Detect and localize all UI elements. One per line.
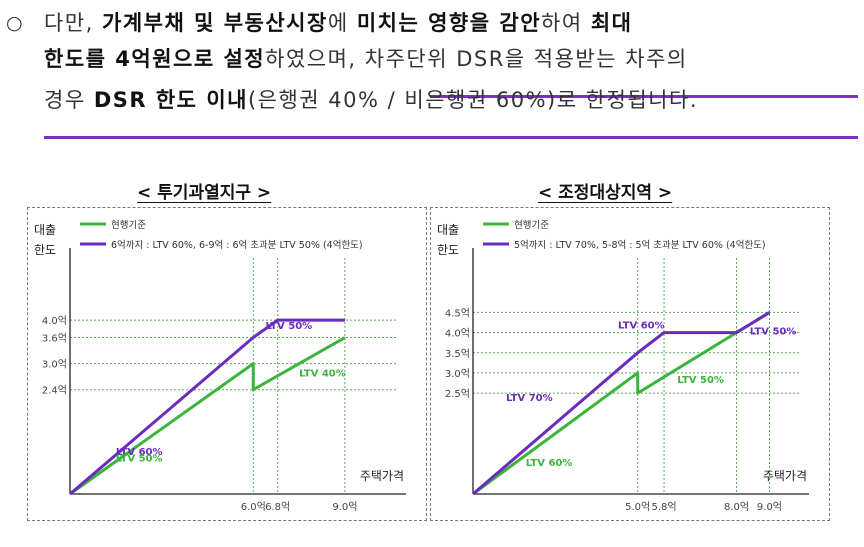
paragraph-line-3: 경우 DSR 한도 이내(은행권 40% / 비은행권 60%)로 한정됩니다.: [44, 83, 698, 117]
chart2-legend-label-1: 5억까지 : LTV 70%, 5-8억 : 5억 초과분 LTV 60% (4…: [514, 239, 766, 251]
line1-text: 다만, 가계부채 및 부동산시장에 미치는 영향을 감안하여 최대: [44, 6, 632, 40]
chart1-series-1-line: [69, 318, 345, 496]
line3-run-1: DSR 한도 이내: [93, 88, 248, 112]
chart1-ytick-1: 3.0억: [42, 359, 67, 371]
chart2-xtick-3: 9.0억: [757, 501, 782, 513]
bullet-icon: ○: [6, 12, 25, 34]
chart2-xlabel: 주택가격: [763, 469, 807, 483]
line1-run-4: 하여: [541, 11, 591, 35]
line3-run-0: 경우: [44, 88, 94, 112]
chart1-xtick-1: 6.8억: [265, 501, 290, 513]
chart2-xtick-0: 5.0억: [625, 501, 650, 513]
line3-text: 경우 DSR 한도 이내(은행권 40% / 비은행권 60%)로 한정됩니다.: [44, 88, 698, 112]
chart1-annotation-0: LTV 60%: [116, 447, 163, 458]
chart1-series-0-line: [69, 336, 346, 496]
line1-run-0: 다만,: [44, 11, 102, 35]
chart1-annotation-1: LTV 50%: [116, 453, 163, 464]
chart2-annotation-2: LTV 60%: [618, 321, 665, 332]
chart1-ytick-0: 2.4억: [42, 385, 67, 397]
line2-run-0: 한도를 4억원으로 설정: [44, 47, 266, 71]
highlight-underline-1: [430, 95, 858, 98]
chart1-annotation-3: LTV 40%: [299, 369, 346, 380]
chart2-ytick-4: 4.5억: [445, 307, 470, 319]
chart2-series-1-line: [472, 311, 771, 496]
paragraph-line-2: 한도를 4억원으로 설정하였으며, 차주단위 DSR을 적용받는 차주의: [44, 42, 688, 76]
line1-run-5: 최대: [590, 11, 633, 35]
chart1-xtick-2: 9.0억: [332, 501, 357, 513]
line2-text: 한도를 4억원으로 설정하였으며, 차주단위 DSR을 적용받는 차주의: [44, 47, 688, 71]
chart1-title: < 투기과열지구 >: [137, 183, 272, 203]
chart2-title: < 조정대상지역 >: [538, 183, 673, 203]
chart2-ytick-1: 3.0억: [445, 368, 470, 380]
chart2-ylabel-1: 한도: [437, 243, 459, 257]
chart1-annotation-2: LTV 50%: [265, 321, 312, 332]
chart1-ylabel-0: 대출: [34, 223, 56, 237]
chart2-annotation-0: LTV 70%: [506, 393, 553, 404]
chart2-ytick-0: 2.5억: [445, 388, 470, 400]
chart1-ytick-2: 3.6억: [42, 333, 67, 345]
highlight-underline-2: [44, 136, 858, 139]
line1-run-1: 가계부채 및 부동산시장: [102, 11, 328, 35]
chart1-legend-label-0: 현행기준: [111, 219, 146, 231]
chart1-legend-label-1: 6억까지 : LTV 60%, 6-9억 : 6억 초과분 LTV 50% (4…: [111, 239, 363, 251]
chart2-annotation-4: LTV 50%: [750, 327, 797, 338]
chart1-ylabel-1: 한도: [34, 243, 56, 257]
chart2-ylabel-0: 대출: [437, 223, 459, 237]
chart2-ytick-3: 4.0억: [445, 328, 470, 340]
chart2-annotation-3: LTV 50%: [677, 375, 724, 386]
line1-run-3: 미치는 영향을 감안: [356, 11, 542, 35]
chart2-xtick-1: 5.8억: [652, 501, 677, 513]
chart2-legend-label-0: 현행기준: [514, 219, 549, 231]
chart2-xtick-2: 8.0억: [724, 501, 749, 513]
chart1-xlabel: 주택가격: [360, 469, 404, 483]
line1-run-2: 에: [327, 11, 357, 35]
chart2-annotation-1: LTV 60%: [526, 458, 573, 469]
chart2-ytick-2: 3.5억: [445, 348, 470, 360]
line3-run-2: (은행권 40% / 비은행권 60%)로 한정됩니다.: [247, 88, 698, 112]
line2-run-1: 하였으며, 차주단위 DSR을 적용받는 차주의: [265, 47, 688, 71]
chart2-series-0-line: [472, 311, 771, 496]
chart1-ytick-3: 4.0억: [42, 315, 67, 327]
chart1-xtick-0: 6.0억: [241, 501, 266, 513]
